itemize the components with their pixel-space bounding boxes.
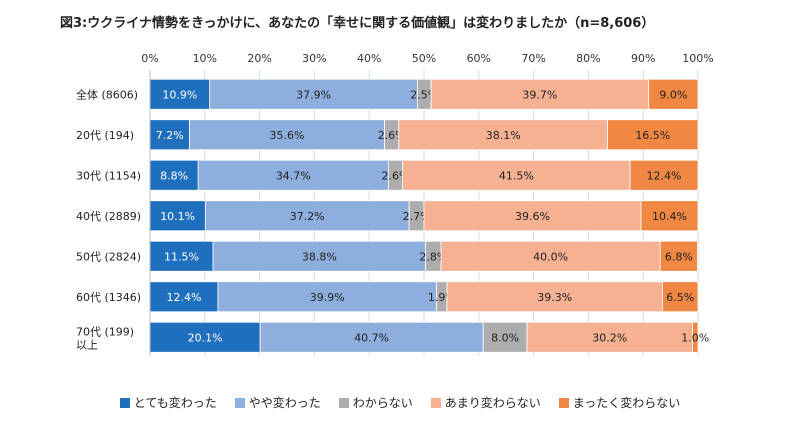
category-label: 50代 (2824)	[76, 250, 141, 263]
bar-segment	[149, 321, 261, 353]
category-label: 70代 (199)	[76, 325, 134, 338]
legend-swatch	[430, 397, 441, 408]
bar-segment	[629, 159, 699, 191]
data-label: 8.8%	[160, 169, 188, 182]
x-tick-label: 30%	[302, 52, 326, 65]
data-label: 39.3%	[537, 291, 572, 304]
data-label: 35.6%	[270, 129, 305, 142]
x-tick-label: 90%	[631, 52, 655, 65]
bar-segment	[607, 119, 699, 151]
bar-segment	[661, 281, 699, 313]
category-label: 20代 (194)	[76, 129, 134, 142]
bar-segment	[446, 281, 663, 313]
data-label: 10.1%	[160, 210, 195, 223]
data-label: 39.9%	[310, 291, 345, 304]
bar-segment	[149, 78, 211, 110]
x-tick-label: 50%	[412, 52, 436, 65]
data-label: 2.7%	[403, 210, 431, 223]
data-label: 38.1%	[486, 129, 521, 142]
data-label: 40.0%	[533, 250, 568, 263]
bar-segment	[149, 200, 206, 232]
data-label: 8.0%	[491, 331, 519, 344]
data-label: 1.0%	[681, 331, 709, 344]
bar-segment	[217, 281, 438, 313]
data-label: 37.9%	[296, 88, 331, 101]
data-label: 41.5%	[499, 169, 534, 182]
x-tick-label: 10%	[193, 52, 217, 65]
data-label: 12.4%	[647, 169, 682, 182]
bar-segment	[430, 78, 650, 110]
chart-title: 図3:ウクライナ情勢をきっかけに、あなたの「幸せに関する価値観」は変わりましたか…	[60, 16, 655, 31]
bar-segment	[398, 119, 608, 151]
bar-segment	[692, 321, 699, 353]
legend-item: とても変わった	[119, 394, 217, 411]
legend-swatch	[234, 397, 245, 408]
x-tick-label: 100%	[682, 52, 713, 65]
bar-segment	[259, 321, 484, 353]
data-label: 37.2%	[290, 210, 325, 223]
data-label: 2.8%	[419, 250, 447, 263]
legend-label: まったく変わらない	[572, 396, 681, 410]
bar-segment	[526, 321, 693, 353]
legend-swatch	[558, 397, 569, 408]
bar-segment	[440, 240, 661, 272]
bar-segment	[149, 281, 219, 313]
data-label: 9.0%	[659, 88, 687, 101]
bar-segment	[482, 321, 528, 353]
bar-segment	[640, 200, 699, 232]
category-label: 60代 (1346)	[76, 291, 141, 304]
category-label: 30代 (1154)	[76, 169, 141, 182]
legend-swatch	[119, 397, 130, 408]
x-tick-label: 80%	[576, 52, 600, 65]
x-tick-label: 0%	[141, 52, 158, 65]
x-tick-label: 20%	[247, 52, 271, 65]
data-label: 39.7%	[522, 88, 557, 101]
data-label: 16.5%	[635, 129, 670, 142]
legend-label: やや変わった	[248, 396, 321, 410]
legend-item: まったく変わらない	[558, 394, 681, 411]
data-label: 34.7%	[276, 169, 311, 182]
data-label: 40.7%	[354, 331, 389, 344]
data-label: 38.8%	[302, 250, 337, 263]
data-label: 12.4%	[166, 291, 201, 304]
x-tick-label: 40%	[357, 52, 381, 65]
data-label: 11.5%	[164, 250, 199, 263]
x-tick-label: 70%	[521, 52, 545, 65]
category-label: 以上	[76, 338, 98, 351]
data-label: 10.4%	[652, 210, 687, 223]
legend-item: わからない	[338, 394, 413, 411]
bar-segment	[402, 159, 631, 191]
data-label: 10.9%	[162, 88, 197, 101]
x-tick-label: 60%	[467, 52, 491, 65]
data-label: 20.1%	[188, 331, 223, 344]
bar-segment	[197, 159, 389, 191]
bar-segment	[659, 240, 698, 272]
bar-segment	[209, 78, 418, 110]
chart-legend: とても変わった やや変わった わからない あまり変わらない まったく変わらない	[0, 394, 800, 411]
bar-segment	[189, 119, 385, 151]
data-label: 30.2%	[592, 331, 627, 344]
bar-segment	[204, 200, 410, 232]
category-label: 全体 (8606)	[76, 87, 138, 101]
legend-label: わからない	[352, 396, 413, 410]
legend-label: あまり変わらない	[444, 396, 541, 410]
category-label: 40代 (2889)	[76, 210, 141, 223]
legend-label: とても変わった	[133, 396, 217, 410]
legend-item: あまり変わらない	[430, 394, 541, 411]
bar-segment	[648, 78, 699, 110]
data-label: 6.8%	[665, 250, 693, 263]
bar-segment	[149, 240, 214, 272]
data-label: 7.2%	[156, 129, 184, 142]
data-label: 39.6%	[515, 210, 550, 223]
data-label: 6.5%	[666, 291, 694, 304]
bar-segment	[212, 240, 427, 272]
legend-swatch	[338, 397, 349, 408]
legend-item: やや変わった	[234, 394, 321, 411]
